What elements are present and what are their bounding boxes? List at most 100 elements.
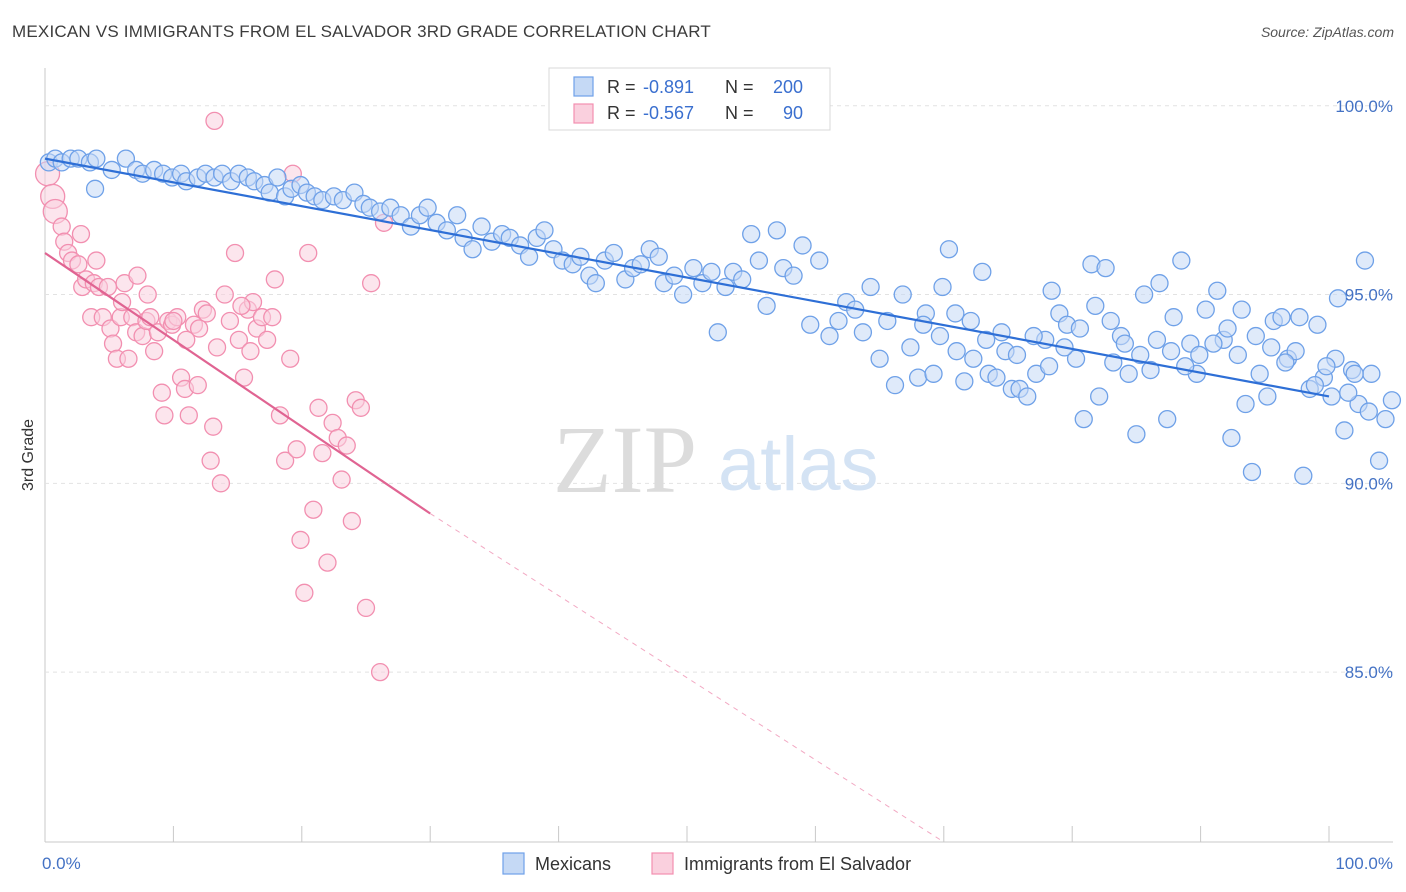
point-mexicans — [1258, 387, 1277, 406]
trend-line-mexicans — [44, 157, 1330, 398]
point-mexicans — [1335, 421, 1354, 440]
point-mexicans — [1161, 342, 1181, 361]
point-mexicans — [463, 240, 482, 259]
point-mexicans — [649, 247, 668, 266]
point-mexicans — [742, 224, 761, 244]
point-mexicans — [1262, 338, 1281, 357]
point-mexicans — [586, 274, 605, 293]
point-el-salvador — [138, 285, 157, 304]
point-el-salvador — [207, 338, 227, 357]
point-mexicans — [793, 236, 812, 255]
point-mexicans — [1190, 345, 1209, 365]
x-tick-label-min: 0.0% — [42, 854, 81, 873]
point-mexicans — [870, 349, 889, 368]
point-el-salvador — [152, 383, 171, 402]
point-mexicans — [1294, 466, 1313, 485]
legend-r-value-1: -0.891 — [643, 77, 694, 97]
point-el-salvador — [225, 243, 245, 263]
point-el-salvador — [309, 398, 328, 417]
point-el-salvador — [155, 406, 174, 425]
legend-r-value-2: -0.567 — [643, 103, 694, 123]
trend-line-el-salvador — [44, 252, 431, 515]
point-mexicans — [801, 315, 820, 334]
point-mexicans — [1208, 281, 1227, 300]
point-mexicans — [1339, 383, 1358, 402]
point-mexicans — [878, 311, 897, 331]
point-mexicans — [1074, 409, 1093, 429]
point-mexicans — [885, 376, 905, 395]
point-mexicans — [1147, 330, 1167, 349]
point-el-salvador — [211, 474, 231, 493]
point-el-salvador — [304, 500, 323, 519]
legend: R = -0.891 N = 200 R = -0.567 N = 90 — [548, 67, 831, 131]
point-mexicans — [853, 323, 873, 342]
point-mexicans — [939, 240, 959, 259]
y-tick-label: 100.0% — [1335, 97, 1393, 116]
point-el-salvador — [98, 277, 118, 297]
point-mexicans — [1218, 319, 1237, 338]
point-mexicans — [992, 323, 1011, 342]
point-el-salvador — [265, 270, 284, 289]
point-el-salvador — [275, 451, 295, 470]
point-mexicans — [1007, 345, 1027, 365]
point-mexicans — [1382, 391, 1402, 410]
point-el-salvador — [133, 326, 152, 346]
point-mexicans — [604, 243, 623, 263]
legend-swatch-mexicans — [573, 76, 594, 97]
point-el-salvador — [257, 330, 277, 349]
point-el-salvador — [112, 292, 132, 312]
point-el-salvador — [299, 243, 318, 263]
point-mexicans — [519, 247, 539, 266]
point-mexicans — [708, 323, 727, 342]
point-mexicans — [268, 168, 287, 187]
point-mexicans — [1308, 315, 1327, 334]
point-mexicans — [673, 285, 693, 304]
point-mexicans — [1317, 357, 1336, 376]
legend-box — [548, 67, 831, 131]
point-mexicans — [116, 149, 136, 168]
point-mexicans — [810, 251, 829, 270]
point-mexicans — [1127, 425, 1146, 444]
point-mexicans — [1039, 357, 1059, 376]
point-mexicans — [1150, 274, 1169, 293]
point-el-salvador — [291, 530, 310, 550]
point-mexicans — [1242, 462, 1262, 482]
point-el-salvador — [318, 553, 337, 572]
point-el-salvador — [204, 417, 223, 436]
point-mexicans — [749, 251, 769, 270]
legend-swatch-el-salvador — [573, 103, 594, 124]
y-tick-label: 90.0% — [1345, 474, 1393, 493]
point-mexicans — [1355, 251, 1375, 270]
point-mexicans — [767, 221, 787, 240]
point-el-salvador — [337, 436, 356, 455]
point-mexicans — [733, 270, 752, 289]
point-mexicans — [1070, 319, 1090, 338]
point-el-salvador — [197, 304, 216, 323]
point-el-salvador — [313, 443, 332, 463]
point-mexicans — [448, 206, 467, 225]
point-el-salvador — [342, 511, 362, 531]
point-mexicans — [964, 349, 983, 368]
legend-n-label-1: N = — [725, 77, 754, 97]
point-el-salvador — [361, 274, 381, 293]
point-el-salvador — [295, 583, 314, 602]
point-mexicans — [757, 296, 776, 316]
watermark-atlas: atlas — [718, 422, 879, 507]
bottom-legend-mexicans: Mexicans — [535, 854, 611, 874]
point-mexicans — [684, 258, 703, 278]
point-mexicans — [1176, 357, 1195, 376]
point-mexicans — [418, 198, 437, 217]
point-el-salvador — [52, 217, 71, 236]
point-mexicans — [1222, 428, 1241, 448]
point-mexicans — [933, 277, 952, 297]
point-el-salvador — [234, 368, 254, 387]
point-el-salvador — [220, 311, 240, 331]
y-tick-labels: 85.0% 90.0% 95.0% 100.0% — [1335, 97, 1393, 682]
point-mexicans — [987, 368, 1006, 387]
point-el-salvador — [323, 413, 342, 433]
bottom-legend: Mexicans Immigrants from El Salvador — [502, 852, 911, 875]
point-el-salvador — [287, 440, 306, 459]
legend-n-label-2: N = — [725, 103, 754, 123]
point-mexicans — [716, 277, 735, 297]
